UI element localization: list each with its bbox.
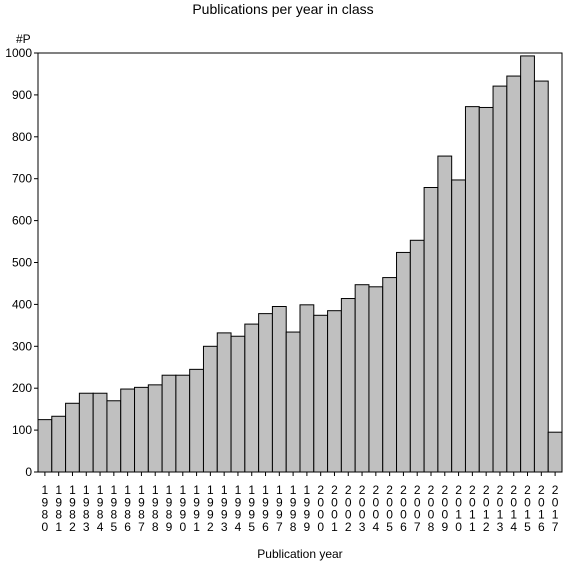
- x-axis-ticks: 1 9 8 0 1 9 8 1 1 9 8 2 1 9 8 3 1 9 8 4 1 9 8 5 1 9 8 6 1 9 8 7 1 9 8 8 1 9 8 9…: [42, 472, 559, 534]
- bar-2009: [437, 155, 453, 473]
- bar-1981: [51, 415, 67, 473]
- bar-1995: [244, 323, 260, 473]
- bar-1982: [65, 402, 80, 473]
- y-axis-label: #P: [16, 32, 31, 46]
- bar-1985: [106, 400, 122, 473]
- bar-1980: [37, 419, 53, 473]
- y-axis-ticks: 0 100 200 300 400 500 600 700 800 900 1000: [5, 46, 38, 479]
- bar-1991: [189, 368, 204, 473]
- bar-2015: [520, 55, 535, 473]
- y-tick-label: 0: [25, 465, 32, 479]
- bar-1993: [216, 332, 232, 473]
- bar-1990: [175, 374, 191, 473]
- bar-2010: [451, 179, 466, 473]
- bar-2002: [340, 298, 356, 473]
- bar-2012: [478, 106, 494, 473]
- chart-title: Publications per year in class: [192, 1, 373, 17]
- y-tick-label: 400: [12, 297, 32, 311]
- bar-2001: [327, 310, 342, 473]
- bar-2013: [492, 85, 508, 473]
- bar-1998: [285, 331, 301, 473]
- y-tick-label: 900: [12, 88, 32, 102]
- bar-2008: [423, 187, 439, 473]
- y-tick-label: 500: [12, 256, 32, 270]
- bar-2003: [354, 284, 370, 473]
- bars-group: [37, 55, 563, 473]
- bar-1986: [120, 388, 136, 473]
- bar-1989: [161, 374, 177, 473]
- bar-2016: [533, 80, 549, 473]
- bar-2004: [368, 286, 384, 473]
- bar-2011: [464, 106, 480, 473]
- bar-2005: [382, 277, 398, 473]
- bar-1988: [147, 384, 163, 473]
- bar-1996: [258, 313, 273, 473]
- bar-1984: [92, 392, 108, 473]
- bar-2014: [506, 75, 522, 473]
- x-axis-label: Publication year: [257, 547, 342, 561]
- bar-1997: [271, 306, 287, 473]
- bar-2006: [396, 251, 411, 473]
- y-tick-label: 1000: [5, 46, 32, 60]
- bar-2017: [547, 431, 563, 473]
- y-tick-label: 600: [12, 214, 32, 228]
- y-tick-label: 300: [12, 339, 32, 353]
- bar-1999: [299, 304, 315, 473]
- y-tick-label: 200: [12, 381, 32, 395]
- bar-1987: [134, 386, 149, 473]
- bar-2007: [409, 239, 425, 473]
- y-tick-label: 700: [12, 172, 32, 186]
- bar-1994: [230, 335, 246, 473]
- bar-2000: [313, 314, 329, 473]
- bar-1983: [78, 392, 94, 473]
- bar-1992: [202, 345, 218, 473]
- y-tick-label: 800: [12, 130, 32, 144]
- y-tick-label: 100: [12, 423, 32, 437]
